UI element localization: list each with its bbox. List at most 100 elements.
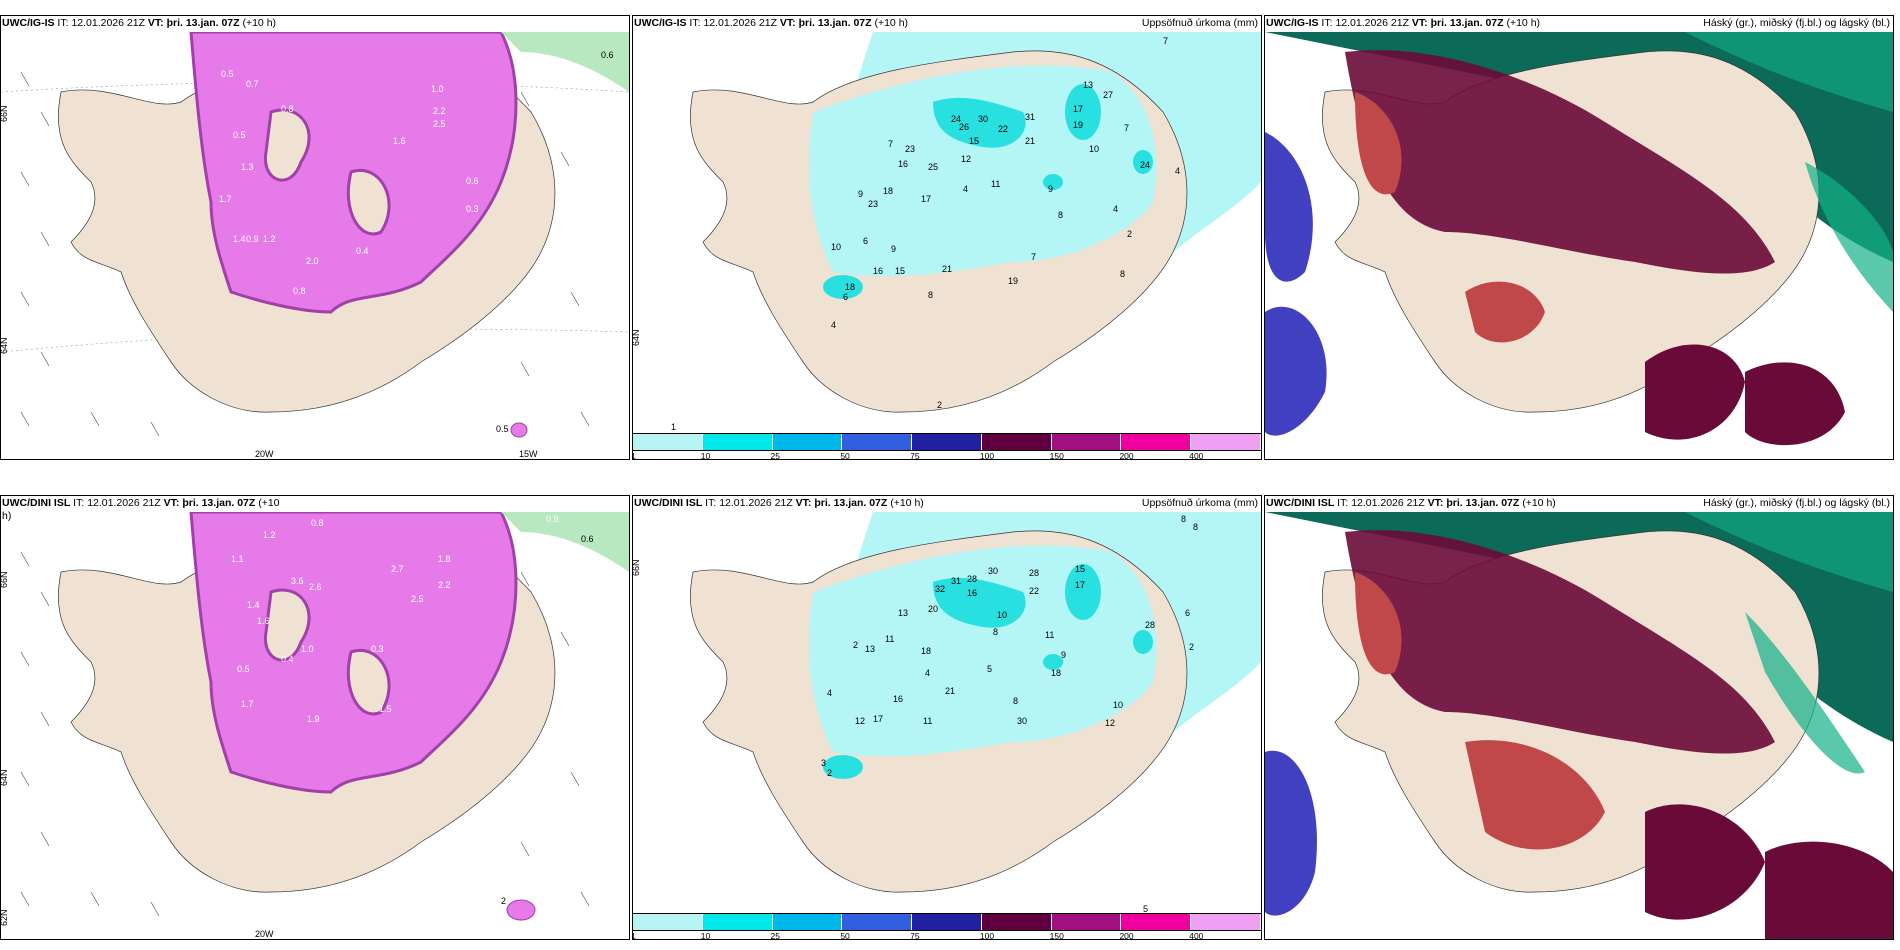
- value-label: 18: [1051, 668, 1061, 678]
- legend-tick-label: 150: [1049, 451, 1064, 460]
- value-label: 0.6: [581, 534, 594, 544]
- legend-swatch: [981, 914, 1052, 930]
- value-label: 1.7: [241, 699, 254, 709]
- value-label: 10: [831, 242, 841, 252]
- value-label: 21: [942, 264, 952, 274]
- value-label: 7: [888, 139, 893, 149]
- legend-tick-label: 10: [700, 931, 711, 940]
- value-label: 2: [853, 640, 858, 650]
- value-label: 28: [967, 574, 977, 584]
- value-label: 0.6: [601, 50, 614, 60]
- lat-label: 66N: [1, 571, 9, 588]
- value-label: 24: [1140, 160, 1150, 170]
- value-label: 25: [928, 162, 938, 172]
- value-label: 2.2: [438, 580, 451, 590]
- panel-subtitle: Háský (gr.), miðský (fj.bl.) og lágský (…: [1703, 497, 1890, 509]
- legend-tick-label: 100: [979, 931, 995, 940]
- value-label: 19: [1008, 276, 1018, 286]
- panel-subtitle: Uppsöfnuð úrkoma (mm): [1141, 497, 1258, 509]
- value-label: 15: [969, 136, 979, 146]
- value-label: 6: [863, 236, 868, 246]
- value-label: 1.4: [233, 234, 246, 244]
- value-label: 1.0: [431, 84, 444, 94]
- value-label: 8: [1120, 269, 1125, 279]
- legend-tick-label: 200: [1119, 451, 1134, 460]
- value-label: 1.5: [379, 704, 392, 714]
- value-label: 19: [1073, 120, 1083, 130]
- legend-tick-label: 400: [1189, 931, 1204, 940]
- panel-igis-wind: UWC/IG-IS IT: 12.01.2026 21Z VT: þri. 13…: [0, 15, 630, 460]
- value-label: 2: [937, 400, 942, 410]
- value-label: 15: [895, 266, 905, 276]
- value-label: 24: [951, 114, 961, 124]
- legend-swatch: [772, 914, 843, 930]
- value-label: 1.2: [263, 530, 276, 540]
- value-label: 4: [963, 184, 968, 194]
- value-label: 1.2: [263, 234, 276, 244]
- value-label: 8: [1013, 696, 1018, 706]
- value-label: 4: [1175, 166, 1180, 176]
- value-label: 9: [1048, 184, 1053, 194]
- value-label: 0.5: [237, 664, 250, 674]
- legend-swatch: [1051, 434, 1122, 450]
- value-label: 31: [1025, 112, 1035, 122]
- value-label: 23: [868, 199, 878, 209]
- value-label: 0.9: [546, 514, 559, 524]
- lat-label: 66N: [1, 105, 9, 122]
- value-label: 12: [1105, 718, 1115, 728]
- value-label: 26: [959, 122, 969, 132]
- weather-map: 0.9 0.6 1.2 0.8 1.1 3.6 2.6 2.7 1.8 2.2 …: [1, 512, 629, 939]
- value-label: 11: [1045, 630, 1054, 640]
- legend-tick-label: 50: [840, 931, 850, 940]
- value-label: 9: [1061, 650, 1066, 660]
- value-label: 27: [1103, 90, 1113, 100]
- value-label: 1: [671, 422, 676, 432]
- value-label: 7: [1124, 123, 1129, 133]
- value-label: 22: [998, 124, 1008, 134]
- legend-swatch: [981, 434, 1052, 450]
- legend-tick-label: 200: [1119, 931, 1134, 940]
- value-label: 7: [1163, 36, 1168, 46]
- value-label: 20: [928, 604, 938, 614]
- value-label: 0.8: [311, 518, 324, 528]
- value-label: 2: [1189, 642, 1194, 652]
- lat-label: 66N: [633, 559, 641, 576]
- value-label: 2.2: [433, 106, 446, 116]
- value-label: 16: [873, 266, 883, 276]
- value-label: 9: [858, 189, 863, 199]
- panel-title: UWC/IG-IS IT: 12.01.2026 21Z VT: þri. 13…: [634, 17, 909, 29]
- value-label: 0.5: [496, 424, 509, 434]
- legend-swatch: [912, 914, 982, 930]
- legend-swatch: [633, 434, 703, 450]
- precip-legend: 1 10 25 50 75 100 150 200 400: [633, 433, 1261, 460]
- legend-swatch: [912, 434, 982, 450]
- value-label: 10: [1089, 144, 1099, 154]
- value-label: 23: [905, 144, 915, 154]
- precip-legend: 1 10 25 50 75 100 150 200 400: [633, 913, 1261, 940]
- value-label: 1.8: [438, 554, 451, 564]
- value-label: 17: [873, 714, 883, 724]
- legend-tick-label: 100: [979, 451, 995, 460]
- legend-swatch: [1191, 434, 1261, 450]
- legend-tick-label: 25: [770, 451, 781, 460]
- value-label: 4: [925, 668, 930, 678]
- value-label: 10: [997, 610, 1007, 620]
- panel-title: UWC/DINI ISL IT: 12.01.2026 21Z VT: þri.…: [1266, 497, 1556, 509]
- legend-tick-label: 1: [633, 931, 636, 939]
- value-label: 18: [921, 646, 931, 656]
- legend-swatch: [1121, 914, 1192, 930]
- panel-subtitle: Uppsöfnuð úrkoma (mm): [1141, 17, 1258, 29]
- lat-label: 64N: [633, 329, 641, 346]
- legend-swatch: [1051, 914, 1122, 930]
- value-label: 0.3: [466, 204, 479, 214]
- lon-label: 20W: [255, 929, 274, 939]
- value-label: 6: [1185, 608, 1190, 618]
- legend-swatch: [842, 434, 913, 450]
- lat-label: 64N: [1, 769, 9, 786]
- value-label: 3: [821, 758, 826, 768]
- panel-dini-clouds: UWC/DINI ISL IT: 12.01.2026 21Z VT: þri.…: [1264, 495, 1894, 940]
- value-label: 2.5: [411, 594, 424, 604]
- value-label: 1.7: [219, 194, 232, 204]
- value-label: 2: [1127, 229, 1132, 239]
- legend-swatch: [702, 914, 773, 930]
